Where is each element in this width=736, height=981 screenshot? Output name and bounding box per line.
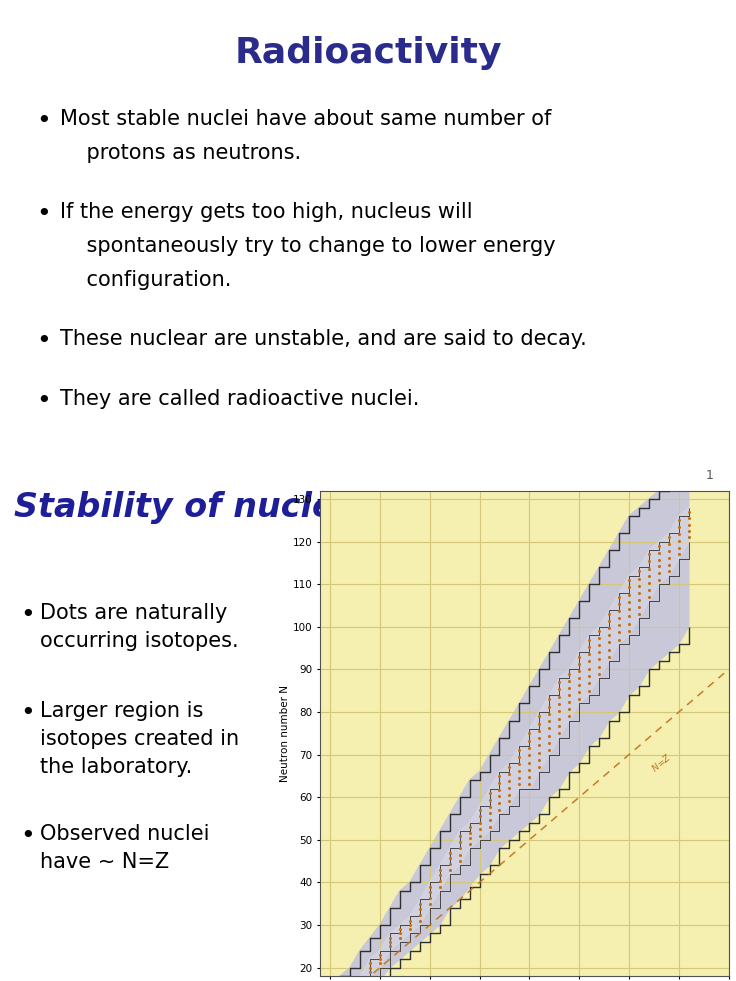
Text: Observed nuclei
have ~ N=Z: Observed nuclei have ~ N=Z — [40, 824, 209, 872]
Text: Most stable nuclei have about same number of: Most stable nuclei have about same numbe… — [60, 109, 551, 129]
Text: configuration.: configuration. — [60, 270, 232, 289]
Text: •: • — [36, 388, 51, 413]
Polygon shape — [330, 456, 689, 981]
Text: Dots are naturally
occurring isotopes.: Dots are naturally occurring isotopes. — [40, 603, 238, 651]
Text: These nuclear are unstable, and are said to decay.: These nuclear are unstable, and are said… — [60, 330, 587, 349]
Y-axis label: Neutron number N: Neutron number N — [280, 685, 290, 782]
Text: $N\!=\!Z$: $N\!=\!Z$ — [649, 750, 673, 774]
Text: protons as neutrons.: protons as neutrons. — [60, 143, 301, 163]
Text: Larger region is
isotopes created in
the laboratory.: Larger region is isotopes created in the… — [40, 701, 239, 777]
Text: If the energy gets too high, nucleus will: If the energy gets too high, nucleus wil… — [60, 202, 473, 223]
Text: •: • — [21, 603, 35, 627]
Text: •: • — [36, 330, 51, 353]
Text: •: • — [36, 202, 51, 227]
Text: •: • — [21, 824, 35, 848]
Text: •: • — [21, 701, 35, 725]
Text: spontaneously try to change to lower energy: spontaneously try to change to lower ene… — [60, 236, 556, 256]
Text: Radioactivity: Radioactivity — [234, 36, 502, 71]
Polygon shape — [330, 507, 689, 981]
Text: Stability of nuclei: Stability of nuclei — [14, 490, 346, 524]
Text: 1: 1 — [706, 469, 714, 483]
Text: •: • — [36, 109, 51, 133]
Text: They are called radioactive nuclei.: They are called radioactive nuclei. — [60, 388, 420, 409]
